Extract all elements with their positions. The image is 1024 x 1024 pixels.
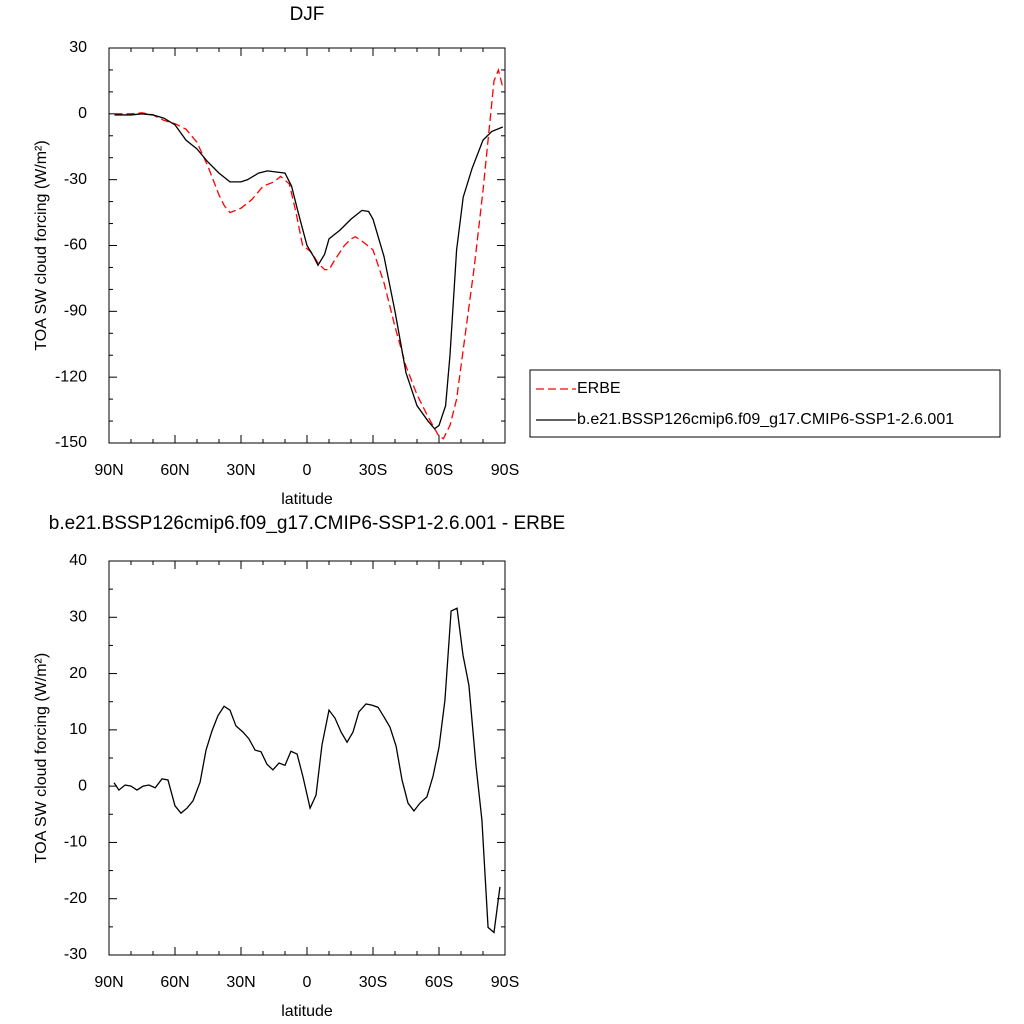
chart-title: DJF [290, 4, 325, 25]
y-axis-label: TOA SW cloud forcing (W/m²) [33, 653, 50, 863]
y-tick-label: 10 [69, 721, 87, 738]
x-tick-label: 90N [94, 462, 123, 479]
legend-box [529, 369, 1001, 438]
x-tick-label: 30N [226, 974, 255, 991]
y-tick-label: 0 [78, 105, 87, 122]
data-line [113, 607, 501, 934]
y-tick-label: -120 [55, 368, 87, 385]
x-tick-label: 0 [303, 974, 312, 991]
x-tick-label: 60N [160, 974, 189, 991]
x-axis-label: latitude [281, 491, 333, 508]
x-tick-label: 60S [425, 974, 453, 991]
x-tick-label: 90S [491, 462, 519, 479]
x-tick-label: 0 [303, 462, 312, 479]
x-axis-label: latitude [281, 1003, 333, 1020]
legend-label: b.e21.BSSP126cmip6.f09_g17.CMIP6-SSP1-2.… [577, 411, 954, 428]
y-tick-label: 30 [69, 39, 87, 56]
x-tick-label: 60S [425, 462, 453, 479]
y-tick-label: -90 [64, 303, 87, 320]
chart-title: b.e21.BSSP126cmip6.f09_g17.CMIP6-SSP1-2.… [49, 513, 565, 534]
x-tick-label: 90S [491, 974, 519, 991]
y-tick-label: 20 [69, 665, 87, 682]
y-tick-label: -20 [64, 890, 87, 907]
x-tick-label: 60N [160, 462, 189, 479]
x-tick-label: 30N [226, 462, 255, 479]
y-axis-label: TOA SW cloud forcing (W/m²) [33, 140, 50, 350]
data-line [114, 67, 504, 440]
y-tick-label: -60 [64, 237, 87, 254]
x-tick-label: 30S [359, 462, 387, 479]
y-tick-label: -30 [64, 946, 87, 963]
plot-frame [108, 560, 506, 956]
y-tick-label: -30 [64, 171, 87, 188]
y-tick-label: 0 [78, 777, 87, 794]
y-tick-label: 30 [69, 609, 87, 626]
x-tick-label: 30S [359, 974, 387, 991]
y-tick-label: -10 [64, 834, 87, 851]
y-tick-label: -150 [55, 434, 87, 451]
y-tick-label: 40 [69, 552, 87, 569]
x-tick-label: 90N [94, 974, 123, 991]
legend-label: ERBE [577, 380, 621, 397]
data-line [114, 113, 504, 430]
